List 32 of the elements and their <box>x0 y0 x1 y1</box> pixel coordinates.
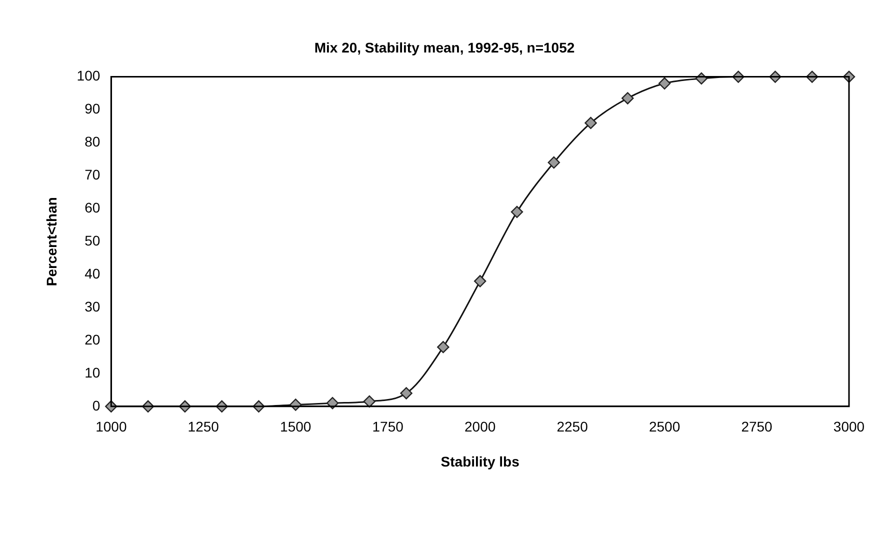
x-tick-label: 1000 <box>96 418 127 435</box>
y-tick-label: 20 <box>84 331 100 348</box>
x-axis-title: Stability lbs <box>440 453 520 470</box>
x-tick-label: 2750 <box>741 418 773 435</box>
y-tick-label: 0 <box>92 397 100 414</box>
x-tick-label: 1750 <box>372 418 404 435</box>
y-tick-label: 60 <box>84 200 100 216</box>
chart-title: Mix 20, Stability mean, 1992-95, n=1052 <box>314 39 575 56</box>
x-tick-label: 1500 <box>280 418 312 435</box>
point <box>622 92 634 104</box>
y-tick-label: 30 <box>84 298 100 314</box>
point <box>510 206 524 218</box>
point <box>400 387 412 400</box>
point <box>363 395 376 408</box>
y-tick-label: 50 <box>84 232 100 248</box>
x-tick-label: 2250 <box>556 418 588 435</box>
point <box>584 116 597 130</box>
y-tick-label: 10 <box>84 364 100 380</box>
y-tick-label: 70 <box>84 166 100 183</box>
x-tick-label: 2500 <box>648 418 680 435</box>
y-tick-label: 40 <box>84 265 100 282</box>
y-tick-label: 90 <box>84 100 100 117</box>
point <box>548 156 560 169</box>
x-tick-label: 2000 <box>464 418 496 435</box>
y-tick-label: 100 <box>76 68 100 84</box>
y-axis-title: Percent<than <box>43 197 60 286</box>
point <box>658 77 671 90</box>
x-tick-label: 1250 <box>188 418 220 435</box>
point <box>474 275 486 288</box>
x-tick-label: 3000 <box>833 418 865 435</box>
y-tick-label: 80 <box>84 134 100 150</box>
point <box>437 340 450 354</box>
